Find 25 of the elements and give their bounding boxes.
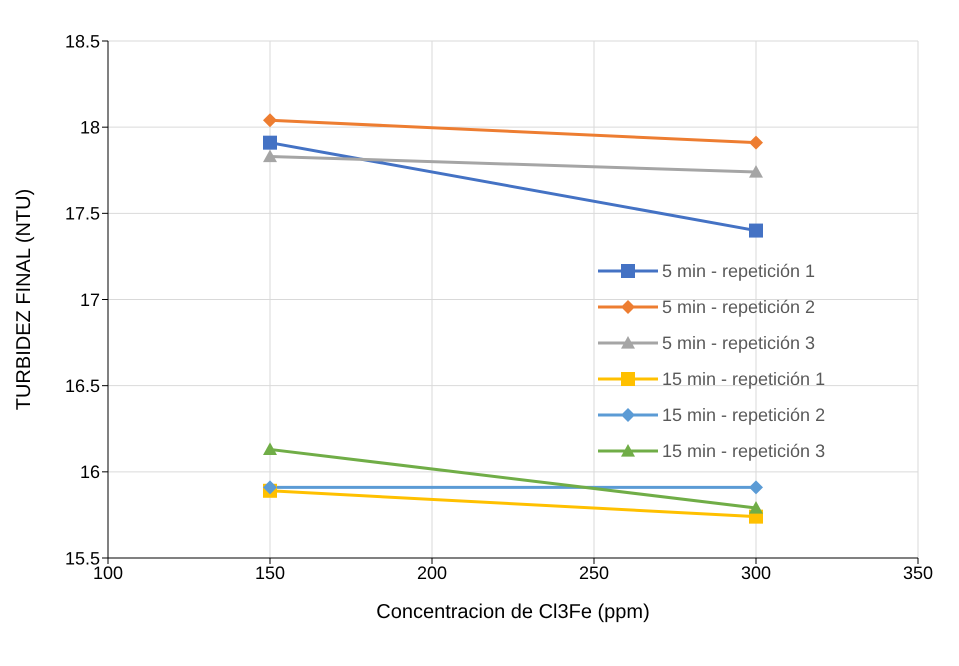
y-tick-label: 16.5 [64,376,100,396]
legend-label: 5 min - repetición 2 [662,296,816,318]
x-tick-label: 150 [254,562,286,583]
y-tick-label: 16 [80,462,100,482]
x-tick-label: 300 [740,562,772,583]
y-tick-label: 17 [80,290,100,310]
x-tick-label: 350 [902,562,934,583]
legend-label: 15 min - repetición 1 [662,368,826,390]
y-tick-label: 18 [80,118,100,138]
y-tick-label: 18.5 [64,31,100,52]
legend-label: 5 min - repetición 1 [662,260,816,282]
x-tick-label: 200 [416,562,448,583]
legend-label: 15 min - repetición 2 [662,404,826,426]
x-tick-label: 250 [578,562,610,583]
point [749,480,763,494]
point [749,224,763,238]
point [263,113,277,128]
legend-label: 15 min - repetición 3 [662,440,826,462]
y-axis-title: TURBIDEZ FINAL (NTU) [13,188,36,410]
legend-label: 5 min - repetición 3 [662,332,816,354]
point [263,136,277,150]
x-axis-title: Concentracion de Cl3Fe (ppm) [376,601,650,623]
y-tick-label: 17.5 [64,204,100,224]
point [749,136,763,150]
point [263,480,277,494]
